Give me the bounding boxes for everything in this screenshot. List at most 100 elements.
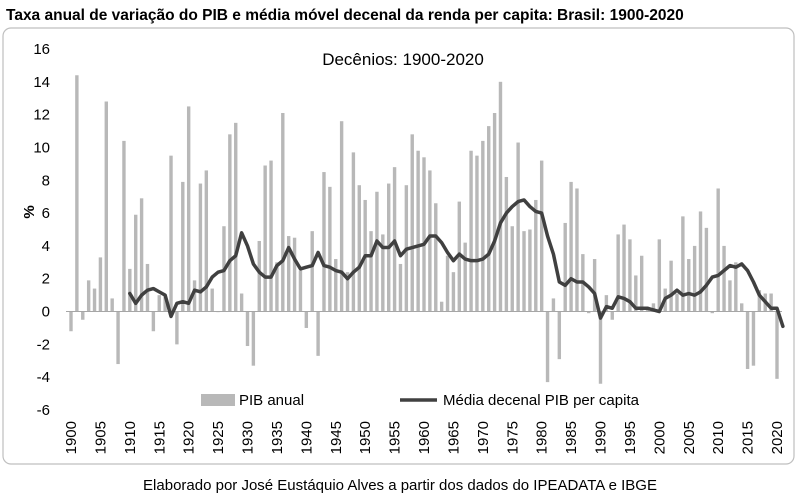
bar	[557, 311, 562, 360]
x-tick-label: 1970	[475, 421, 492, 454]
bar	[740, 303, 744, 312]
bar	[298, 270, 303, 312]
legend-line-label: Média decenal PIB per capita	[443, 392, 640, 409]
bar	[175, 311, 179, 345]
bar	[157, 295, 161, 312]
bar	[692, 245, 697, 312]
bar	[334, 259, 338, 312]
y-tick-label: 14	[33, 74, 50, 91]
bar	[357, 185, 361, 312]
bar	[539, 160, 544, 312]
bar	[128, 268, 132, 312]
bar	[381, 234, 385, 312]
chart-caption: Elaborado por José Eustáquio Alves a par…	[143, 477, 657, 494]
y-tick-label: 16	[33, 41, 50, 58]
bar	[69, 311, 73, 332]
y-tick-label: 4	[42, 238, 50, 255]
bar	[504, 176, 509, 312]
bar	[728, 280, 732, 312]
bar	[704, 227, 709, 312]
bar	[328, 186, 332, 312]
bar	[757, 290, 762, 312]
bar	[534, 199, 538, 312]
y-tick-label: 6	[42, 205, 50, 222]
bar	[681, 216, 685, 312]
bar	[498, 81, 503, 312]
legend-bar-swatch	[201, 394, 235, 406]
bar	[487, 126, 491, 312]
bar	[428, 170, 432, 312]
x-tick-label: 2000	[651, 421, 668, 454]
bar	[575, 188, 579, 312]
bar	[351, 152, 356, 312]
x-tick-label: 2010	[710, 421, 727, 454]
bar	[481, 140, 485, 312]
bar	[263, 165, 267, 312]
bar	[622, 224, 626, 312]
x-tick-label: 2020	[769, 421, 786, 454]
x-tick-label: 1905	[92, 421, 109, 454]
x-tick-label: 1940	[298, 421, 315, 454]
y-tick-label: -2	[37, 336, 50, 353]
x-tick-labels: 1900 1905 1910 1915 1920 1925 1930 1935 1940 1945…	[63, 421, 786, 454]
x-tick-label: 1955	[387, 421, 404, 454]
bar	[181, 181, 185, 312]
bar	[563, 222, 567, 312]
bar	[228, 134, 232, 312]
bar	[275, 262, 279, 312]
bar	[104, 101, 108, 312]
bar	[122, 140, 126, 312]
bar	[675, 293, 679, 312]
bar	[239, 293, 244, 312]
bar	[286, 236, 291, 312]
bar	[510, 226, 514, 312]
bar	[251, 311, 256, 366]
bar	[281, 113, 285, 312]
x-tick-label: 1920	[181, 421, 198, 454]
bar	[257, 240, 261, 312]
legend-bar-label: PIB anual	[239, 392, 304, 409]
bar	[716, 188, 720, 312]
bar	[545, 311, 550, 383]
bar	[639, 255, 644, 312]
bar	[422, 157, 426, 312]
bar	[634, 275, 638, 312]
y-tick-label: -6	[37, 402, 50, 419]
chart-title: Taxa anual de variação do PIB e média mó…	[6, 7, 684, 24]
bar	[445, 255, 450, 312]
x-tick-label: 1915	[151, 421, 168, 454]
y-tick-label: 8	[42, 172, 50, 189]
bar	[110, 298, 114, 312]
y-tick-label: 0	[42, 304, 50, 321]
bar	[469, 150, 473, 312]
bar	[516, 142, 520, 312]
x-tick-label: 2015	[740, 421, 757, 454]
y-tick-label: 10	[33, 139, 50, 156]
bar	[134, 214, 138, 312]
y-axis-label: %	[21, 205, 38, 218]
bar	[651, 303, 656, 312]
bar	[751, 311, 756, 366]
bar	[292, 237, 297, 312]
bar	[398, 263, 403, 312]
chart-frame	[2, 27, 795, 465]
bar	[439, 301, 444, 312]
x-tick-label: 1965	[445, 421, 462, 454]
bar	[186, 106, 191, 312]
bar	[139, 198, 144, 312]
bar	[316, 311, 320, 356]
bar	[687, 259, 691, 312]
bar	[81, 311, 85, 320]
bar	[339, 121, 344, 312]
bar	[163, 295, 167, 312]
bar	[245, 311, 250, 347]
y-tick-label: 12	[33, 107, 50, 124]
bar	[269, 160, 273, 312]
bar	[604, 295, 609, 312]
bar	[204, 170, 209, 312]
x-tick-label: 2005	[681, 421, 698, 454]
bar	[775, 311, 779, 379]
bar	[375, 191, 379, 312]
